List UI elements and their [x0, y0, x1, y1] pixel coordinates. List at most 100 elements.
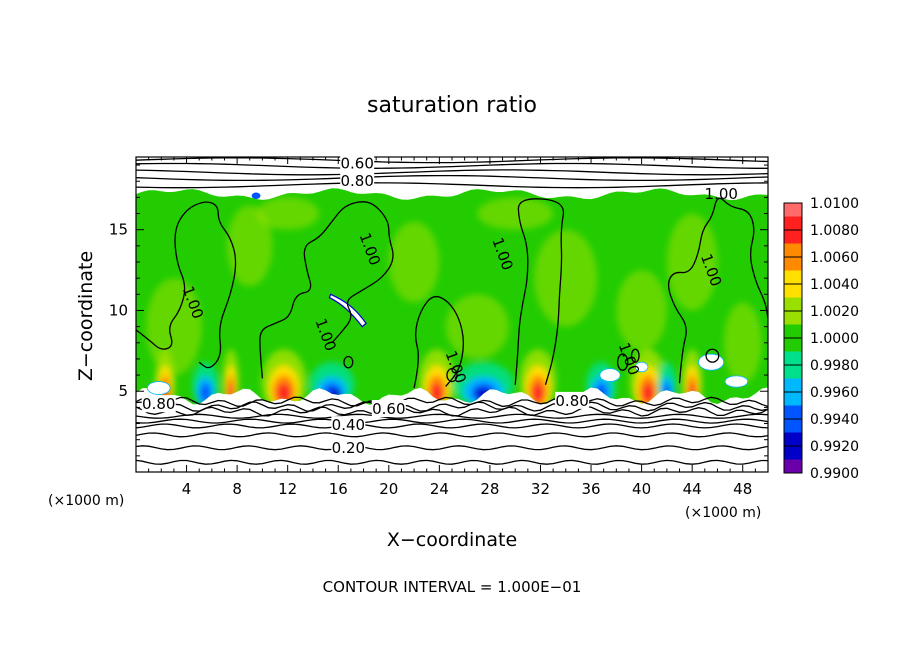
- colorbar-label: 0.9940: [810, 412, 859, 428]
- colorbar-label: 0.9920: [810, 439, 859, 455]
- x-tick-label: 28: [480, 480, 499, 498]
- contour-label-bg: [331, 438, 366, 456]
- contour-label: 0.80: [141, 395, 176, 413]
- contour-loop-1.00: [446, 367, 458, 383]
- x-tick-label: 8: [232, 480, 242, 498]
- contour-line-1.00: [667, 197, 769, 384]
- y-axis-ticks: 5 10 15: [109, 164, 768, 457]
- contour-line-1.00: [413, 295, 464, 389]
- contour-line-lower: [135, 445, 769, 451]
- lime-patch: [666, 213, 718, 311]
- x-tick-label: 32: [531, 480, 550, 498]
- contour-interval-footer: CONTOUR INTERVAL = 1.000E−01: [323, 578, 582, 596]
- x-axis-label: X−coordinate: [387, 529, 517, 551]
- thermal-red: [642, 383, 654, 403]
- lime-patch: [534, 229, 598, 327]
- lime-patch: [445, 294, 509, 359]
- x-tick-label: 12: [278, 480, 297, 498]
- contour-label-bg: [340, 172, 375, 190]
- contour-label: 1.00: [705, 185, 738, 203]
- contour-loop-1.00: [343, 355, 354, 369]
- colorbar: 1.0100 1.0080 1.0060 1.0040 1.0020 1.0000 0.99…: [783, 196, 859, 482]
- contour-label-text: 1.00: [705, 185, 738, 203]
- contour-loop-1.00: [616, 353, 629, 371]
- contour-label-text: 0.80: [340, 172, 373, 190]
- contour-label-bg: [141, 395, 176, 413]
- colorbar-label: 1.0060: [810, 250, 859, 266]
- lime-patch: [477, 197, 554, 230]
- colorbar-swatch: [784, 203, 802, 217]
- contour-loop-1.00: [630, 348, 640, 363]
- contour-loop-1.00: [705, 348, 720, 363]
- top-speck: [251, 192, 261, 199]
- contour-line-lower: [135, 401, 769, 412]
- thermal-red: [532, 383, 544, 403]
- x-unit-label-left: (×1000 m): [48, 493, 124, 509]
- dry-hole: [634, 361, 649, 373]
- contour-label-text: 0.60: [372, 400, 405, 418]
- thermal-red: [276, 383, 291, 403]
- contour-line-upper: [135, 174, 769, 182]
- dry-hole: [599, 368, 621, 382]
- lime-patch: [388, 221, 440, 303]
- contour-line-lower: [135, 423, 769, 429]
- contour-label-text: 0.60: [340, 154, 373, 172]
- y-axis-label: Z−coordinate: [75, 251, 97, 381]
- colorbar-label: 1.0100: [810, 196, 859, 212]
- contour-label-bg: [371, 400, 406, 417]
- dry-hole: [724, 375, 749, 388]
- lime-patch: [256, 197, 320, 230]
- contour-line-lower: [135, 459, 769, 465]
- contour-line-lower: [135, 418, 769, 424]
- x-tick-label: 20: [379, 480, 398, 498]
- y-tick-label: 10: [109, 301, 128, 319]
- contour-line-upper: [135, 182, 769, 189]
- contour-label-text: 0.20: [332, 439, 365, 457]
- x-tick-label: 44: [683, 480, 702, 498]
- y-tick-label: 5: [118, 382, 128, 400]
- contour-label-text: 0.80: [555, 392, 588, 410]
- y-tick-label: 15: [109, 221, 128, 239]
- contour-label: 0.60: [340, 154, 375, 172]
- lime-patch: [146, 278, 202, 376]
- x-unit-label-right: (×1000 m): [685, 505, 761, 521]
- contour-line-1.00: [259, 201, 394, 379]
- contour-line-upper: [135, 162, 768, 169]
- colorbar-label: 1.0040: [810, 277, 859, 293]
- x-tick-label: 4: [182, 480, 192, 498]
- contour-line-upper: [135, 157, 769, 164]
- contour-label: 0.40: [331, 416, 366, 434]
- contour-line-lower: [135, 413, 769, 419]
- contour-label-text: 0.40: [332, 416, 365, 434]
- contour-line-upper: [135, 169, 769, 176]
- colorbar-swatch: [784, 459, 802, 473]
- contour-label: 0.20: [331, 438, 366, 457]
- chart-title: saturation ratio: [367, 93, 537, 118]
- x-tick-label: 48: [733, 480, 752, 498]
- moist-layer-fill: [136, 188, 768, 405]
- colorbar-label: 0.9960: [810, 385, 859, 401]
- contour-line-lower: [135, 432, 769, 438]
- lime-patch: [227, 205, 273, 287]
- contour-line-1.00: [514, 198, 565, 385]
- dry-streak: [328, 293, 367, 328]
- contour-label: 0.80: [340, 172, 375, 190]
- contour-layer: [135, 157, 769, 465]
- contour-label-bg: [331, 416, 366, 434]
- contour-label: 0.80: [555, 391, 590, 410]
- colorbar-label: 1.0080: [810, 223, 859, 239]
- x-axis-ticks: 4 8 12 16 20 24 28 32 36 40 44 48: [148, 157, 756, 498]
- colorbar-label: 0.9980: [810, 358, 859, 374]
- contour-line-1.00: [135, 201, 237, 369]
- x-tick-label: 24: [430, 480, 449, 498]
- lime-patch: [616, 270, 667, 351]
- x-tick-label: 16: [329, 480, 348, 498]
- contour-label: 0.60: [371, 400, 406, 418]
- lime-patch: [723, 302, 762, 384]
- contour-label-text: 0.80: [142, 395, 175, 413]
- colorbar-label: 1.0020: [810, 304, 859, 320]
- colorbar-label: 1.0000: [810, 331, 859, 347]
- x-tick-label: 36: [581, 480, 600, 498]
- contour-label-bg: [555, 391, 590, 409]
